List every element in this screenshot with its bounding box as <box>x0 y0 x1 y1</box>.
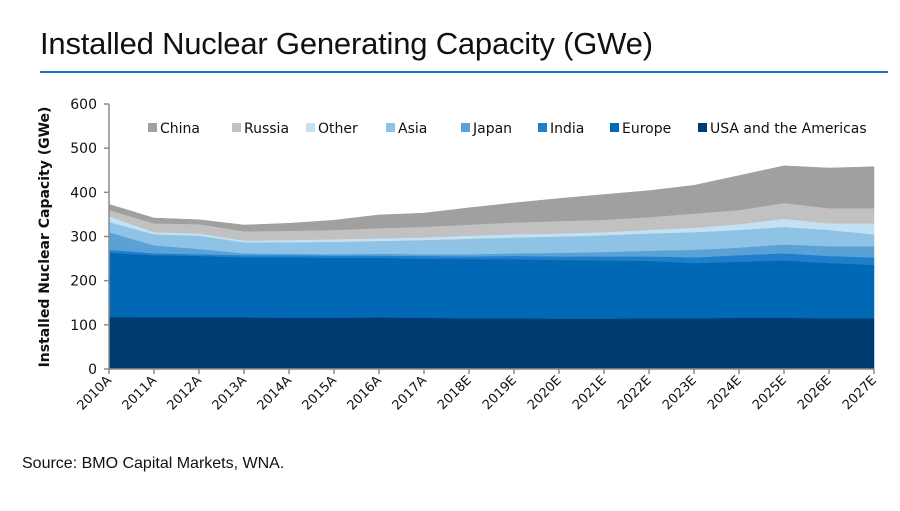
legend-swatch <box>538 123 547 132</box>
x-tick-label: 2026E <box>795 373 835 413</box>
area-layers <box>108 165 875 370</box>
legend-label: Europe <box>622 121 671 137</box>
area-china <box>108 165 875 232</box>
x-tick-label: 2012A <box>165 373 205 413</box>
x-tick-label: 2011A <box>120 373 160 413</box>
legend-label: India <box>550 121 584 137</box>
legend-item-japan: Japan <box>461 121 512 137</box>
legend-label: Other <box>318 121 358 137</box>
legend-label: Russia <box>244 121 289 137</box>
area-europe <box>108 252 875 319</box>
x-tick-label: 2019E <box>480 373 520 413</box>
legend-item-other: Other <box>306 121 358 137</box>
x-tick-label: 2021E <box>570 373 610 413</box>
x-tick-label: 2027E <box>840 373 880 413</box>
x-tick-label: 2022E <box>615 373 655 413</box>
legend-item-usa-and-the-americas: USA and the Americas <box>698 121 867 137</box>
legend-swatch <box>698 123 707 132</box>
x-tick-label: 2013A <box>210 373 250 413</box>
x-tick-label: 2024E <box>705 373 745 413</box>
y-tick-label: 300 <box>70 230 97 246</box>
x-tick-label: 2023E <box>660 373 700 413</box>
legend-swatch <box>461 123 470 132</box>
x-tick-label: 2020E <box>525 373 565 413</box>
y-axis-label: Installed Nuclear Capacity (GWe) <box>37 107 53 368</box>
x-tick-label: 2017A <box>390 373 430 413</box>
legend-swatch <box>306 123 315 132</box>
legend-swatch <box>386 123 395 132</box>
legend-swatch <box>232 123 241 132</box>
x-tick-label: 2014A <box>255 373 295 413</box>
x-tick-label: 2015A <box>300 373 340 413</box>
legend-swatch <box>148 123 157 132</box>
area-usa-and-the-americas <box>108 316 875 370</box>
source-note: Source: BMO Capital Markets, WNA. <box>22 455 285 472</box>
legend-item-asia: Asia <box>386 121 427 137</box>
x-tick-label: 2025E <box>750 373 790 413</box>
y-tick-label: 400 <box>70 185 97 201</box>
y-tick-label: 500 <box>70 141 97 157</box>
legend-item-russia: Russia <box>232 121 289 137</box>
legend-label: China <box>160 121 200 137</box>
legend-item-china: China <box>148 121 200 137</box>
y-tick-label: 100 <box>70 318 97 334</box>
legend-label: Asia <box>398 121 427 137</box>
y-tick-label: 600 <box>70 97 97 113</box>
x-tick-label: 2010A <box>75 373 115 413</box>
title-divider <box>40 71 888 73</box>
legend-label: USA and the Americas <box>710 121 867 137</box>
page-title: Installed Nuclear Generating Capacity (G… <box>40 26 653 61</box>
legend-item-europe: Europe <box>610 121 671 137</box>
legend-swatch <box>610 123 619 132</box>
legend-item-india: India <box>538 121 584 137</box>
y-tick-label: 0 <box>88 362 97 378</box>
legend: China Russia Other Asia Japan India Europe USA … <box>148 121 867 137</box>
y-tick-label: 200 <box>70 274 97 290</box>
x-tick-label: 2016A <box>345 373 385 413</box>
x-tick-label: 2018E <box>435 373 475 413</box>
legend-label: Japan <box>472 121 512 137</box>
